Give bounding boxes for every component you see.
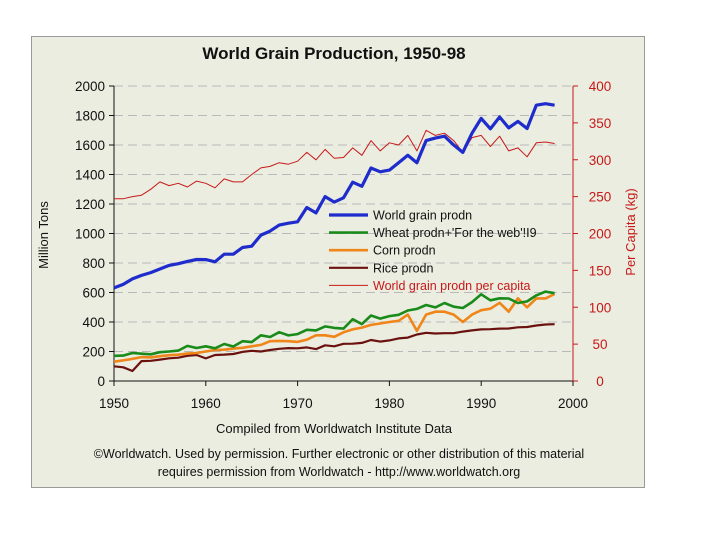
y-tick-label: 1800	[75, 109, 105, 124]
x-axis-label: Compiled from Worldwatch Institute Data	[216, 421, 453, 436]
y-axis-label: Million Tons	[36, 201, 51, 269]
series-line-world-grain-prodn-per-capita	[114, 129, 555, 200]
series-line-rice-prodn	[113, 323, 555, 373]
y2-tick-label: 50	[592, 337, 607, 352]
y-tick-label: 600	[82, 286, 105, 301]
y2-tick-label: 150	[589, 263, 612, 278]
legend: World grain prodn Wheat prodn+'For the we…	[329, 209, 537, 293]
legend-label: World grain prodn	[373, 209, 472, 223]
x-tick-label: 1970	[283, 396, 313, 411]
x-tick-label: 1950	[99, 396, 129, 411]
y2-tick-label: 0	[596, 374, 604, 389]
copyright-line-1: ©Worldwatch. Used by permission. Further…	[93, 447, 585, 461]
y2-tick-label: 300	[589, 153, 612, 168]
y-tick-label: 800	[82, 256, 105, 271]
y-tick-label: 0	[97, 374, 105, 389]
y-tick-label: 200	[82, 345, 105, 360]
y-tick-label: 1600	[75, 138, 105, 153]
x-tick-label: 1960	[191, 396, 221, 411]
x-tick-label: 2000	[558, 396, 588, 411]
y2-tick-label: 250	[589, 190, 612, 205]
grain-production-chart: World Grain Production, 1950-98 Million …	[36, 44, 638, 436]
y-tick-label: 1400	[75, 168, 105, 183]
x-tick-label: 1980	[374, 396, 404, 411]
y-tick-label: 1000	[75, 227, 105, 242]
chart-frame: World Grain Production, 1950-98 Million …	[31, 36, 645, 488]
series-lines	[113, 102, 556, 373]
chart-title: World Grain Production, 1950-98	[202, 44, 465, 63]
x-tick-label: 1990	[466, 396, 496, 411]
y2-tick-label: 100	[589, 300, 612, 315]
gridlines	[114, 85, 573, 352]
y-tick-label: 400	[82, 315, 105, 330]
y2-tick-label: 200	[589, 227, 612, 242]
series-line-wheat-prodn-for-the-web-i9	[113, 290, 555, 358]
legend-label: Corn prodn	[373, 244, 436, 258]
series-line-corn-prodn	[113, 292, 556, 363]
legend-label: World grain prodn per capita	[373, 279, 531, 293]
y2-tick-label: 400	[589, 79, 612, 94]
copyright-line-2: requires permission from Worldwatch - ht…	[157, 465, 521, 479]
legend-label: Rice prodn	[373, 261, 433, 275]
axes: 0 200 400 600 800 1000 1200 1400 1600 1800 2000 0 50…	[75, 79, 611, 411]
legend-label: Wheat prodn+'For the web'!I9	[373, 226, 537, 240]
series-line-world-grain-prodn	[113, 102, 555, 290]
y2-axis-label: Per Capita (kg)	[623, 188, 638, 275]
y-tick-label: 1200	[75, 197, 105, 212]
y2-tick-label: 350	[589, 116, 612, 131]
y-tick-label: 2000	[75, 79, 105, 94]
